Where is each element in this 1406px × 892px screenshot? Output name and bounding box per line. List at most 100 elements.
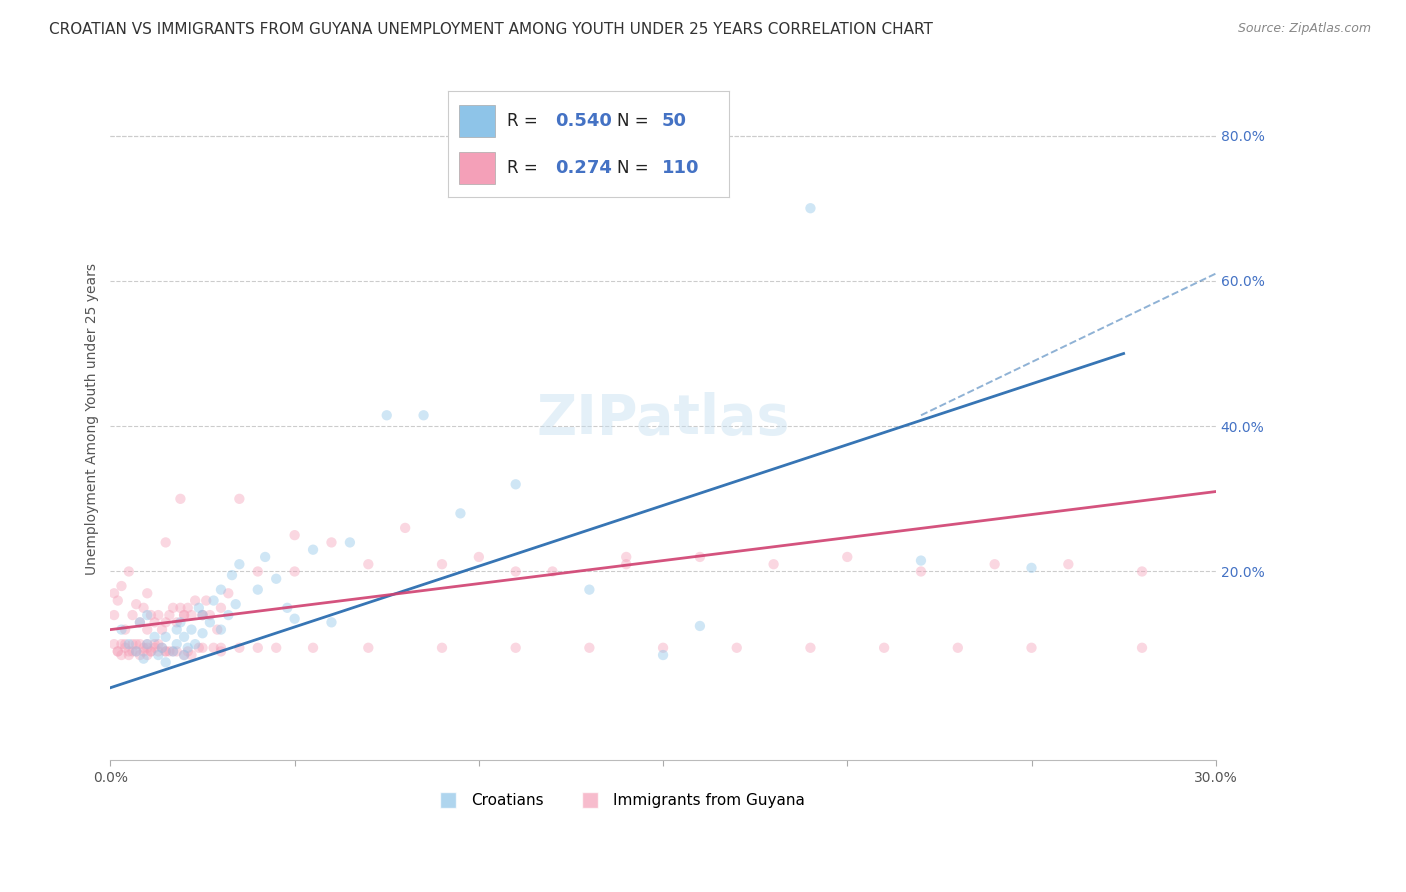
Point — [430, 558, 453, 572]
Point — [169, 615, 191, 630]
Point — [110, 648, 132, 662]
Point — [209, 623, 232, 637]
Point — [284, 565, 307, 579]
Point — [1021, 561, 1043, 575]
Point — [148, 637, 170, 651]
Point — [191, 640, 214, 655]
Point — [136, 637, 159, 651]
Point — [302, 640, 325, 655]
Point — [689, 549, 711, 564]
Point — [449, 507, 471, 521]
Point — [143, 640, 166, 655]
Point — [468, 549, 491, 564]
Point — [128, 637, 150, 651]
Point — [187, 640, 209, 655]
Point — [136, 608, 159, 623]
Point — [873, 640, 896, 655]
Point — [173, 608, 195, 623]
Point — [689, 619, 711, 633]
Point — [202, 640, 225, 655]
Point — [910, 565, 932, 579]
Point — [180, 648, 202, 662]
Point — [162, 644, 184, 658]
Text: Source: ZipAtlas.com: Source: ZipAtlas.com — [1237, 22, 1371, 36]
Point — [136, 623, 159, 637]
Point — [139, 608, 162, 623]
Point — [207, 623, 229, 637]
Point — [143, 615, 166, 630]
Point — [725, 640, 748, 655]
Point — [128, 615, 150, 630]
Point — [225, 597, 247, 611]
Point — [254, 549, 277, 564]
Point — [166, 615, 188, 630]
Point — [103, 637, 125, 651]
Point — [1057, 558, 1080, 572]
Point — [139, 644, 162, 658]
Point — [155, 655, 177, 669]
Point — [166, 623, 188, 637]
Point — [107, 593, 129, 607]
Text: ZIPatlas: ZIPatlas — [536, 392, 790, 446]
Point — [121, 637, 143, 651]
Point — [173, 648, 195, 662]
Point — [614, 558, 637, 572]
Point — [103, 608, 125, 623]
Point — [614, 549, 637, 564]
Point — [125, 597, 148, 611]
Point — [1130, 640, 1153, 655]
Point — [169, 600, 191, 615]
Point — [578, 582, 600, 597]
Point — [321, 615, 343, 630]
Point — [652, 648, 675, 662]
Point — [118, 644, 141, 658]
Point — [505, 477, 527, 491]
Point — [125, 644, 148, 658]
Point — [302, 542, 325, 557]
Legend: Croatians, Immigrants from Guyana: Croatians, Immigrants from Guyana — [427, 787, 811, 814]
Point — [128, 648, 150, 662]
Point — [578, 640, 600, 655]
Point — [246, 582, 269, 597]
Point — [357, 640, 380, 655]
Point — [143, 630, 166, 644]
Point — [157, 608, 180, 623]
Point — [1021, 640, 1043, 655]
Point — [184, 593, 207, 607]
Point — [114, 637, 136, 651]
Point — [155, 535, 177, 549]
Point — [228, 491, 250, 506]
Point — [184, 637, 207, 651]
Point — [173, 630, 195, 644]
Point — [375, 409, 398, 423]
Point — [339, 535, 361, 549]
Point — [284, 528, 307, 542]
Point — [110, 579, 132, 593]
Point — [121, 644, 143, 658]
Point — [187, 600, 209, 615]
Point — [114, 623, 136, 637]
Point — [136, 640, 159, 655]
Point — [136, 648, 159, 662]
Point — [198, 615, 221, 630]
Point — [321, 535, 343, 549]
Text: CROATIAN VS IMMIGRANTS FROM GUYANA UNEMPLOYMENT AMONG YOUTH UNDER 25 YEARS CORRE: CROATIAN VS IMMIGRANTS FROM GUYANA UNEMP… — [49, 22, 934, 37]
Point — [110, 623, 132, 637]
Point — [173, 608, 195, 623]
Point — [118, 648, 141, 662]
Point — [983, 558, 1005, 572]
Point — [276, 600, 298, 615]
Point — [155, 630, 177, 644]
Point — [198, 608, 221, 623]
Point — [148, 644, 170, 658]
Point — [132, 644, 155, 658]
Point — [162, 644, 184, 658]
Point — [195, 593, 218, 607]
Point — [191, 608, 214, 623]
Point — [177, 640, 200, 655]
Point — [173, 648, 195, 662]
Point — [125, 644, 148, 658]
Point — [209, 600, 232, 615]
Point — [155, 644, 177, 658]
Point — [157, 644, 180, 658]
